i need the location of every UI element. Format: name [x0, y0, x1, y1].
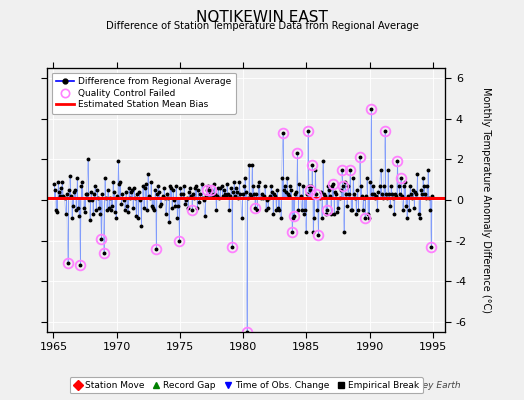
Text: Berkeley Earth: Berkeley Earth [395, 381, 461, 390]
Y-axis label: Monthly Temperature Anomaly Difference (°C): Monthly Temperature Anomaly Difference (… [481, 87, 491, 313]
Text: NOTIKEWIN EAST: NOTIKEWIN EAST [196, 10, 328, 25]
Legend: Station Move, Record Gap, Time of Obs. Change, Empirical Break: Station Move, Record Gap, Time of Obs. C… [70, 377, 423, 394]
Text: Difference of Station Temperature Data from Regional Average: Difference of Station Temperature Data f… [105, 21, 419, 31]
Legend: Difference from Regional Average, Quality Control Failed, Estimated Station Mean: Difference from Regional Average, Qualit… [52, 72, 236, 114]
